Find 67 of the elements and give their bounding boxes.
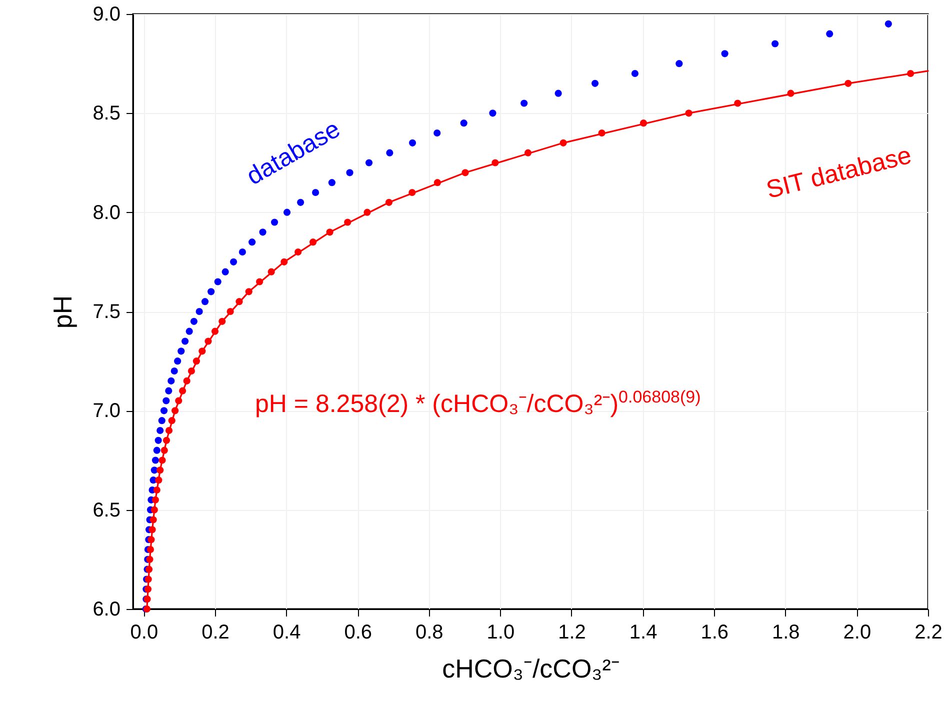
x-tick-label: 0.4	[272, 622, 301, 644]
point	[489, 110, 496, 117]
y-tick-label: 6.5	[92, 499, 120, 522]
point	[238, 248, 246, 256]
y-tick-label: 7.0	[92, 400, 120, 422]
point	[201, 298, 209, 306]
x-tick-label: 2.2	[914, 622, 942, 644]
point	[631, 70, 638, 78]
point	[156, 426, 164, 434]
point	[520, 100, 528, 107]
y-tick-label: 9.0	[92, 4, 120, 26]
x-tick-label: 0.0	[130, 622, 158, 644]
point	[182, 338, 189, 345]
point	[153, 446, 160, 454]
y-tick-label: 6.0	[92, 598, 120, 620]
point	[152, 456, 159, 464]
y-tick-label: 8.0	[92, 202, 120, 224]
point	[386, 149, 394, 156]
point	[460, 120, 468, 127]
x-tick-label: 0.6	[344, 622, 372, 644]
point	[408, 139, 416, 146]
x-axis-title: cHCO₃⁻/cCO₃²⁻	[442, 654, 620, 684]
x-tick-label: 1.6	[700, 622, 729, 644]
y-tick-label: 8.5	[92, 102, 120, 125]
point	[434, 129, 441, 137]
point	[554, 90, 562, 97]
point	[162, 397, 170, 404]
point	[178, 348, 185, 355]
point	[676, 60, 683, 68]
y-tick-label: 7.5	[92, 301, 120, 323]
point	[174, 358, 182, 365]
point	[884, 20, 892, 28]
point	[158, 417, 166, 424]
point	[186, 328, 193, 335]
point	[591, 80, 599, 87]
point	[165, 387, 172, 394]
point	[170, 367, 178, 375]
y-axis-title: pH	[48, 295, 78, 329]
text: SIT database	[764, 141, 914, 204]
point	[259, 228, 266, 236]
point	[248, 238, 256, 246]
x-tick-label: 1.4	[629, 622, 658, 644]
x-tick-label: 1.8	[772, 622, 800, 644]
point	[160, 407, 168, 414]
point	[208, 288, 215, 296]
point	[190, 318, 198, 325]
x-tick-label: 1.2	[558, 622, 586, 644]
point	[222, 268, 229, 276]
point	[346, 169, 354, 176]
x-tick-label: 1.0	[486, 622, 515, 644]
point	[230, 258, 238, 266]
annotation: pH = 8.258(2) * (cHCO₃⁻/cCO₃²⁻)$^{0.06808(9)}$	[255, 386, 701, 419]
point	[154, 436, 162, 444]
point	[772, 40, 779, 48]
point	[312, 188, 320, 196]
point	[365, 159, 373, 166]
point	[196, 308, 203, 316]
point	[297, 198, 304, 206]
point	[168, 377, 175, 384]
x-tick-label: 0.2	[202, 622, 230, 644]
point	[721, 50, 728, 58]
point	[270, 218, 278, 226]
point	[826, 30, 834, 38]
point	[214, 278, 222, 286]
x-tick-label: 2.0	[843, 622, 872, 644]
point	[283, 208, 291, 216]
x-tick-label: 0.8	[415, 622, 444, 644]
